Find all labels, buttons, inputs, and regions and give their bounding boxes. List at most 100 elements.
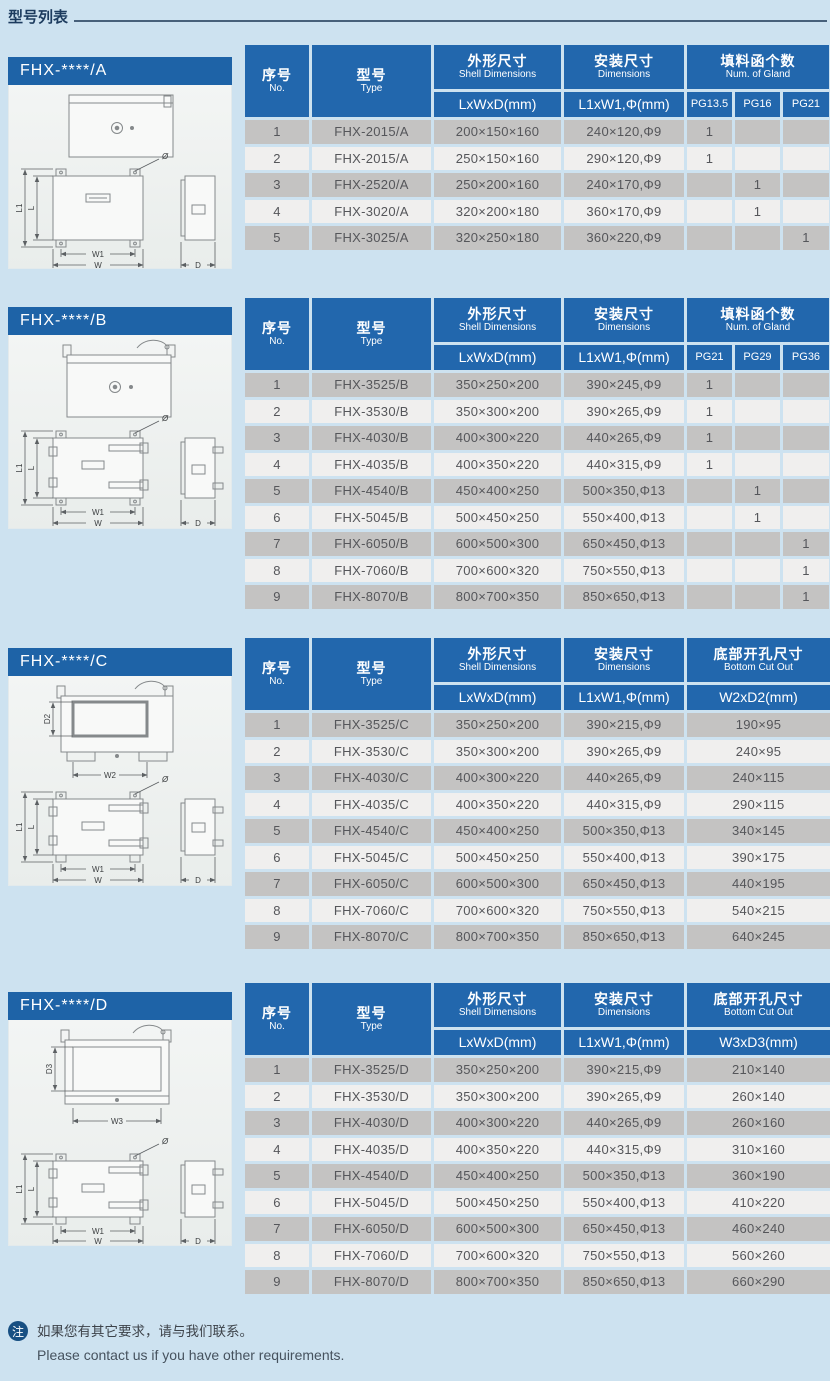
top-view	[62, 339, 176, 418]
cell-gland-3: 1	[783, 558, 829, 582]
front-view	[48, 430, 149, 506]
cell-shell: 450×400×250	[434, 479, 561, 503]
cell-no: 6	[245, 1190, 309, 1214]
cell-shell: 350×300×200	[434, 1084, 561, 1108]
cell-gland-2: 1	[735, 173, 780, 197]
col-header-type: 型号 Type	[312, 45, 431, 117]
cell-gland-3	[783, 373, 829, 397]
cell-shell: 350×250×200	[434, 373, 561, 397]
unit-gland-3: PG21	[783, 92, 829, 117]
cell-cutout: 560×260	[687, 1243, 830, 1267]
unit-gland-1: PG13.5	[687, 92, 732, 117]
cell-no: 4	[245, 199, 309, 223]
cell-cutout: 210×140	[687, 1058, 830, 1082]
dim-phi: Ø	[161, 414, 169, 423]
cell-shell: 400×300×220	[434, 766, 561, 790]
unit-cutout: W3xD3(mm)	[687, 1030, 830, 1055]
col-header-shell: 外形尺寸 Shell Dimensions	[434, 298, 561, 342]
unit-gland-1: PG21	[687, 345, 732, 370]
unit-cutout: W2xD2(mm)	[687, 685, 830, 710]
col-header-gland: 填料函个数 Num. of Gland	[687, 298, 829, 342]
cell-mount: 550×400,Φ13	[564, 1190, 684, 1214]
cell-gland-1	[687, 532, 732, 556]
dim-l: L	[27, 824, 36, 829]
col-header-no: 序号 No.	[245, 45, 309, 117]
cell-shell: 400×350×220	[434, 1137, 561, 1161]
cell-mount: 850×650,Φ13	[564, 585, 684, 609]
panel-title: FHX-****/A	[20, 62, 108, 79]
cell-mount: 390×215,Φ9	[564, 1058, 684, 1082]
dim-w: W	[94, 261, 102, 268]
dimension-labels: L1 L W1 W D Ø	[15, 414, 201, 528]
title-rule	[74, 20, 827, 22]
cell-gland-2	[735, 452, 780, 476]
cell-mount: 440×315,Φ9	[564, 1137, 684, 1161]
dim-d: D	[195, 261, 201, 268]
cell-no: 2	[245, 739, 309, 763]
cell-gland-1	[687, 199, 732, 223]
dimension-lines	[21, 420, 216, 526]
cell-gland-2: 1	[735, 505, 780, 529]
panel-title-bar: FHX-****/D	[8, 992, 232, 1020]
cell-mount: 240×120,Φ9	[564, 120, 684, 144]
cell-type: FHX-3530/C	[312, 739, 431, 763]
cell-no: 3	[245, 1111, 309, 1135]
cell-gland-1: 1	[687, 373, 732, 397]
cell-no: 7	[245, 532, 309, 556]
dim-phi: Ø	[161, 152, 169, 161]
front-view	[48, 1153, 149, 1225]
cell-no: 5	[245, 479, 309, 503]
cell-gland-3: 1	[783, 585, 829, 609]
cell-shell: 250×200×160	[434, 173, 561, 197]
cell-shell: 500×450×250	[434, 505, 561, 529]
col-header-mount: 安装尺寸 Dimensions	[564, 983, 684, 1027]
note-text: 如果您有其它要求，请与我们联系。 Please contact us if yo…	[37, 1320, 344, 1363]
cell-mount: 650×450,Φ13	[564, 532, 684, 556]
cell-shell: 350×250×200	[434, 713, 561, 737]
cell-mount: 440×265,Φ9	[564, 1111, 684, 1135]
col-header-no: 序号 No.	[245, 638, 309, 710]
panel-title: FHX-****/D	[20, 997, 109, 1014]
cell-type: FHX-4030/D	[312, 1111, 431, 1135]
cell-type: FHX-8070/C	[312, 925, 431, 949]
cell-cutout: 660×290	[687, 1270, 830, 1294]
cell-mount: 500×350,Φ13	[564, 479, 684, 503]
unit-shell: LxWxD(mm)	[434, 345, 561, 370]
cell-no: 6	[245, 505, 309, 529]
cell-gland-2	[735, 146, 780, 170]
unit-shell: LxWxD(mm)	[434, 685, 561, 710]
cell-type: FHX-5045/C	[312, 845, 431, 869]
cell-gland-3	[783, 505, 829, 529]
cell-gland-2: 1	[735, 199, 780, 223]
cell-shell: 700×600×320	[434, 558, 561, 582]
side-view	[180, 1160, 224, 1218]
cell-type: FHX-2015/A	[312, 120, 431, 144]
panel-title-bar: FHX-****/B	[8, 307, 232, 335]
cell-cutout: 290×115	[687, 792, 830, 816]
cell-gland-2	[735, 585, 780, 609]
unit-mount: L1xW1,Φ(mm)	[564, 1030, 684, 1055]
cell-type: FHX-3525/D	[312, 1058, 431, 1082]
dimension-labels: L1 L W1 W D Ø	[15, 152, 201, 268]
panel-title-bar: FHX-****/A	[8, 57, 232, 85]
cell-cutout: 390×175	[687, 845, 830, 869]
cell-type: FHX-7060/C	[312, 898, 431, 922]
cell-type: FHX-4035/C	[312, 792, 431, 816]
dim-d: D	[195, 1237, 201, 1245]
cell-no: 7	[245, 1217, 309, 1241]
cell-cutout: 310×160	[687, 1137, 830, 1161]
cell-shell: 450×400×250	[434, 819, 561, 843]
cell-gland-3	[783, 426, 829, 450]
cell-gland-1: 1	[687, 452, 732, 476]
dim-l: L	[27, 205, 36, 210]
cell-no: 1	[245, 373, 309, 397]
cell-shell: 450×400×250	[434, 1164, 561, 1188]
cell-no: 3	[245, 426, 309, 450]
cell-type: FHX-4540/D	[312, 1164, 431, 1188]
front-view	[48, 791, 149, 863]
cell-type: FHX-3020/A	[312, 199, 431, 223]
dim-w: W	[94, 519, 102, 528]
cell-mount: 290×120,Φ9	[564, 146, 684, 170]
col-header-shell: 外形尺寸 Shell Dimensions	[434, 983, 561, 1027]
cell-no: 4	[245, 1137, 309, 1161]
